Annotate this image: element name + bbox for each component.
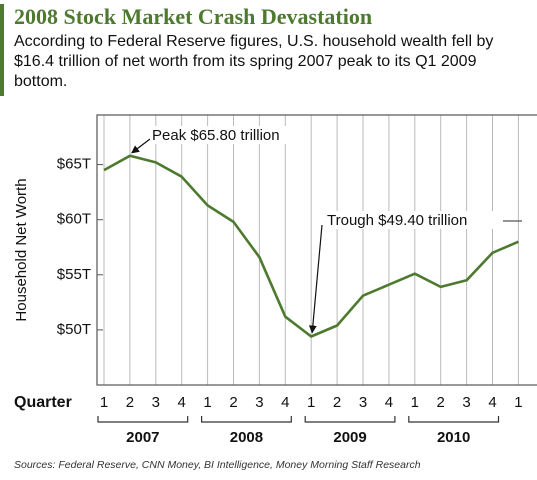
x-tick-label: 1	[514, 394, 522, 411]
x-tick-label: 3	[255, 394, 263, 411]
year-bracket	[97, 416, 189, 423]
year-label: 2009	[333, 429, 366, 446]
x-tick-label: 1	[203, 394, 211, 411]
x-tick-label: 2	[126, 394, 134, 411]
source: Sources: Federal Reserve, CNN Money, BI …	[14, 459, 421, 471]
x-tick-label: 3	[152, 394, 160, 411]
accent-bar	[0, 4, 4, 96]
plot-frame	[96, 114, 537, 386]
x-tick-label: 2	[229, 394, 237, 411]
annotation: Trough $49.40 trillion	[327, 212, 467, 229]
year-label: 2008	[230, 429, 263, 446]
x-tick-label: 1	[307, 394, 315, 411]
annotation-arrow	[308, 224, 323, 334]
x-tick-label: 1	[411, 394, 419, 411]
x-tick-label: 2	[437, 394, 445, 411]
x-tick-label: 4	[385, 394, 393, 411]
x-tick-label: 2	[333, 394, 341, 411]
annotation-arrow	[131, 138, 151, 154]
x-tick-label: 4	[488, 394, 496, 411]
x-tick-label: 3	[359, 394, 367, 411]
title: 2008 Stock Market Crash Devastation	[14, 4, 373, 29]
year-label: 2007	[126, 429, 159, 446]
annotation-bg	[324, 211, 502, 229]
subtitle: According to Federal Reserve figures, U.…	[14, 33, 494, 90]
year-label: 2010	[437, 429, 470, 446]
y-tick-label: $50T	[57, 321, 91, 338]
x-tick-label: 1	[100, 394, 108, 411]
year-bracket	[408, 416, 500, 423]
annotation: Peak $65.80 trillion	[152, 127, 280, 144]
year-bracket	[201, 416, 292, 423]
x-tick-label: 3	[462, 394, 470, 411]
y-axis-label: Household Net Worth	[13, 178, 30, 321]
x-tick-label: 4	[281, 394, 289, 411]
y-tick-label: $60T	[57, 211, 91, 228]
annotation-bg	[150, 126, 308, 144]
line-series	[103, 154, 519, 338]
y-tick-label: $55T	[57, 266, 91, 283]
x-axis-label: Quarter	[14, 394, 72, 411]
x-tick-label: 4	[178, 394, 186, 411]
y-tick-label: $65T	[57, 156, 91, 173]
year-bracket	[304, 416, 396, 423]
